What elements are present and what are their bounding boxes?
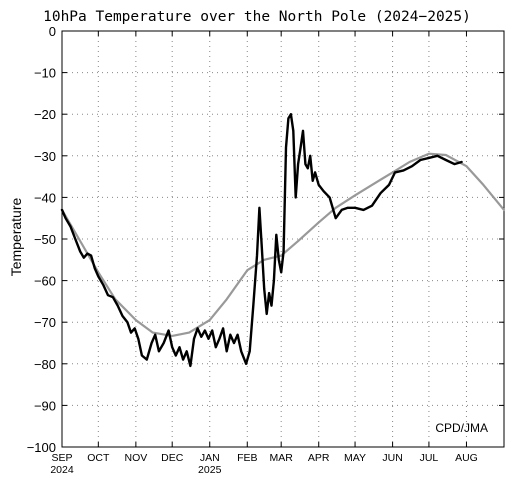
x-tick-label: MAY [344,452,366,464]
chart-title: 10hPa Temperature over the North Pole (2… [43,9,471,25]
credit-label: CPD/JMA [435,421,488,435]
x-tick-label: SEP [51,452,72,464]
y-axis-label: Temperature [8,197,24,276]
x-tick-label: OCT [87,452,110,464]
series-lines [60,113,506,368]
x-tick-label: MAR [270,452,294,464]
y-tick-label: −60 [34,274,56,289]
x-tick-year-label: 2025 [198,464,222,476]
y-tick-label: −30 [34,149,56,164]
observed-temperature-line [60,113,463,368]
y-tick-label: −80 [34,357,56,372]
x-tick-label: FEB [237,452,257,464]
x-tick-label: APR [308,452,330,464]
y-tick-label: −90 [34,398,56,413]
x-tick-label: JAN [200,452,220,464]
y-axis-ticks: 0 −10 −20 −30 −40 −50 −60 −70 −80 −90 −100 [27,24,504,455]
y-tick-label: −70 [34,315,56,330]
x-tick-label: JUN [382,452,402,464]
x-tick-label: JUL [420,452,439,464]
y-tick-label: −10 [34,66,56,81]
y-tick-label: −100 [27,440,56,455]
climatology-line [60,152,506,337]
x-tick-year-label: 2024 [50,464,74,476]
x-tick-label: AUG [455,452,478,464]
y-tick-label: 0 [49,24,56,39]
x-tick-label: DEC [161,452,184,464]
y-tick-label: −50 [34,232,56,247]
x-tick-label: NOV [124,452,147,464]
y-tick-label: −40 [34,190,56,205]
y-tick-label: −20 [34,107,56,122]
